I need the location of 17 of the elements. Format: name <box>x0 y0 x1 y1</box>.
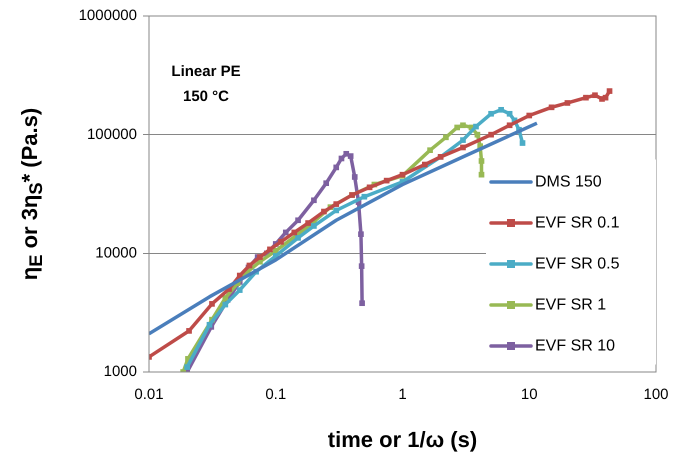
legend-label: EVF SR 0.5 <box>535 255 620 272</box>
x-tick-label: 10 <box>520 386 538 404</box>
x-tick-label: 1 <box>398 386 407 404</box>
legend-label: EVF SR 1 <box>535 296 606 314</box>
x-tick-label: 100 <box>643 386 669 404</box>
y-tick-label: 1000 <box>104 363 137 380</box>
legend-label: EVF SR 10 <box>535 337 616 354</box>
y-tick-label: 1000000 <box>78 7 137 24</box>
y-tick-label: 100000 <box>86 126 137 143</box>
legend-label: EVF SR 0.1 <box>535 214 620 232</box>
x-tick-label: 0.01 <box>134 386 164 404</box>
y-tick-label: 10000 <box>95 244 137 262</box>
x-tick-label: 0.1 <box>265 386 286 404</box>
x-axis-title: time or 1/ω (s) <box>328 426 478 452</box>
legend-label: DMS 150 <box>535 173 602 190</box>
annotation: Linear PE <box>171 63 241 80</box>
annotation: 150 °C <box>182 88 230 106</box>
